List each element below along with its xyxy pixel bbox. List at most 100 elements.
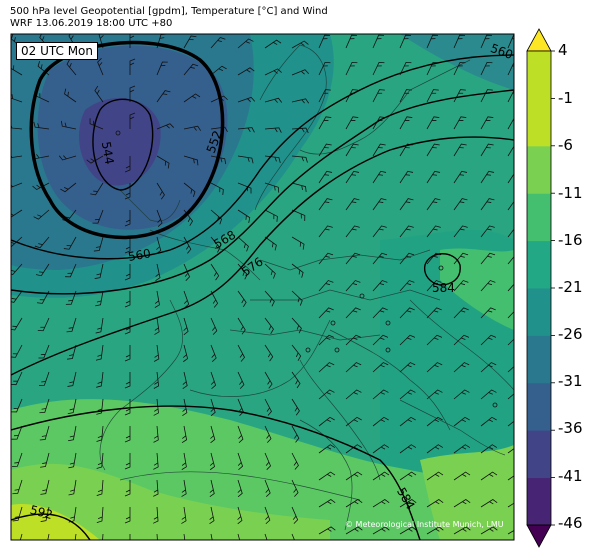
wind-barb xyxy=(480,362,497,373)
wind-barb xyxy=(291,182,307,192)
wind-barb xyxy=(426,170,441,184)
wind-barb xyxy=(36,290,50,304)
wind-barb xyxy=(98,34,104,49)
wind-barb xyxy=(480,280,496,292)
wind-barb xyxy=(372,225,387,238)
wind-barb xyxy=(480,61,493,76)
colorbar-arrow-bottom xyxy=(526,524,552,548)
wind-barb xyxy=(507,389,514,400)
wind-barb xyxy=(372,499,390,508)
wind-barb xyxy=(40,479,50,495)
wind-barb xyxy=(237,209,251,223)
wind-barb xyxy=(399,307,415,319)
wind-barb xyxy=(94,85,104,103)
wind-barb xyxy=(426,334,443,346)
wind-barb xyxy=(426,89,439,103)
wind-barb xyxy=(11,425,23,440)
wind-barb xyxy=(210,155,227,165)
wind-barb xyxy=(372,526,390,535)
time-label: 02 UTC Mon xyxy=(16,42,98,60)
wind-barb xyxy=(183,93,201,103)
wind-barb xyxy=(264,209,278,222)
wind-barb xyxy=(11,398,23,413)
wind-barb xyxy=(264,68,282,76)
wind-barb xyxy=(264,290,275,307)
wind-barb xyxy=(372,170,387,184)
wind-barb xyxy=(96,479,104,496)
wind-barb xyxy=(426,116,440,130)
wind-barb xyxy=(237,506,243,525)
wind-barb xyxy=(318,416,335,427)
wind-barb xyxy=(399,526,417,535)
colorbar-tick-label: 4 xyxy=(558,41,568,59)
colorbar-tick-label: -11 xyxy=(558,184,583,202)
wind-barb xyxy=(210,37,226,49)
contour-label-592: 592 xyxy=(29,503,55,522)
wind-barb xyxy=(129,112,136,129)
wind-barb xyxy=(345,116,359,130)
wind-barb xyxy=(453,444,471,454)
wind-barb xyxy=(453,307,469,319)
wind-barb xyxy=(156,61,168,76)
wind-barb xyxy=(96,533,104,540)
contour-label-560-west: 560 xyxy=(127,246,152,264)
wind-barb xyxy=(345,170,360,184)
wind-barb xyxy=(183,263,191,281)
wind-barb xyxy=(453,280,469,292)
wind-barb xyxy=(507,416,514,427)
wind-barb xyxy=(65,290,77,305)
wind-barb xyxy=(124,264,131,281)
wind-barb xyxy=(507,61,514,76)
wind-barb xyxy=(96,452,104,469)
wind-barb xyxy=(90,182,104,196)
wind-barb xyxy=(153,506,159,524)
wind-barb xyxy=(372,307,388,319)
wind-barb xyxy=(507,334,514,346)
wind-barb xyxy=(40,506,50,522)
city-markers xyxy=(115,130,498,408)
wind-barb xyxy=(40,533,50,540)
wind-barb xyxy=(181,533,187,540)
wind-barb xyxy=(291,479,299,497)
wind-barb xyxy=(37,317,50,332)
wind-barb xyxy=(63,236,77,250)
wind-barb xyxy=(237,38,254,49)
wind-barb xyxy=(153,452,159,470)
wind-barb xyxy=(58,155,77,161)
colorbar-tick-label: -26 xyxy=(558,325,583,343)
wind-barb xyxy=(67,344,77,360)
wind-barb xyxy=(291,452,299,470)
wind-barb xyxy=(291,398,300,416)
wind-barb xyxy=(68,452,77,469)
wind-barb xyxy=(318,116,332,130)
wind-barb xyxy=(154,290,160,308)
wind-barb xyxy=(183,317,189,336)
wind-barb xyxy=(399,61,412,76)
wind-barb xyxy=(153,371,160,389)
wind-barb xyxy=(453,499,471,508)
wind-barb xyxy=(210,263,220,281)
wind-barb xyxy=(153,425,159,443)
wind-barb xyxy=(345,198,360,211)
wind-barb xyxy=(318,362,335,373)
wind-barb xyxy=(129,58,136,75)
wind-barb xyxy=(264,317,274,334)
wind-barb xyxy=(264,97,283,103)
wind-barb xyxy=(264,236,277,251)
geopotential-contours xyxy=(11,40,514,540)
wind-barb xyxy=(345,362,362,373)
wind-barb xyxy=(210,317,218,335)
wind-barb xyxy=(291,236,305,250)
wind-barb xyxy=(345,499,363,508)
wind-barb xyxy=(345,34,357,49)
wind-barb xyxy=(11,91,23,103)
wind-barb xyxy=(480,526,498,535)
wind-barb xyxy=(318,198,333,211)
wind-barb xyxy=(318,444,336,454)
chart-title-line2: WRF 13.06.2019 18:00 UTC +80 xyxy=(10,18,173,29)
wind-barb xyxy=(480,307,496,319)
wind-barb xyxy=(40,452,50,468)
wind-barb xyxy=(156,90,171,103)
colorbar-tick-label: -21 xyxy=(558,278,583,296)
wind-barb xyxy=(318,61,331,76)
